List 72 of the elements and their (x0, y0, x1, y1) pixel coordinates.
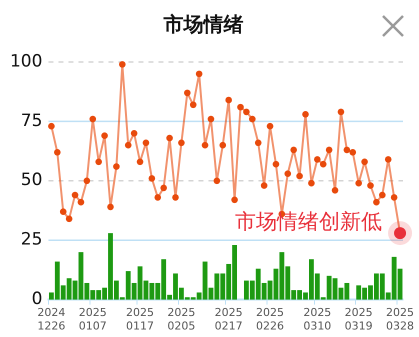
point (60, 208, 67, 215)
x-tick-label: 2025 0319 (344, 306, 373, 332)
point (326, 146, 332, 154)
point (101, 132, 108, 139)
point (136, 158, 144, 166)
point (338, 108, 344, 116)
x-tick-label: 2025 0310 (303, 306, 332, 332)
point (154, 194, 162, 201)
point (124, 142, 132, 148)
point (208, 116, 214, 122)
annotation: 市场情绪创新低 (235, 210, 382, 234)
point (231, 196, 238, 204)
point (119, 61, 126, 68)
point (172, 194, 179, 201)
point (202, 142, 208, 148)
point (113, 163, 120, 170)
point (254, 139, 262, 146)
point (54, 148, 61, 156)
point (130, 130, 138, 137)
x-tick-label: 2025 0217 (214, 306, 243, 332)
point (272, 160, 280, 168)
x-tick-label: 2025 0226 (256, 306, 284, 332)
point (302, 110, 309, 118)
point (308, 180, 315, 186)
x-tick-label: 2025 0107 (78, 306, 107, 332)
point (178, 139, 185, 146)
point (219, 142, 226, 148)
point (190, 101, 197, 108)
point (243, 108, 250, 116)
point (361, 158, 368, 166)
point (249, 116, 256, 122)
point (390, 194, 398, 201)
point (166, 134, 173, 142)
x-tick-label: 2025 0205 (167, 306, 196, 332)
point (332, 187, 338, 194)
y-tick-label: 25 (20, 230, 42, 250)
point (89, 116, 96, 122)
point (266, 122, 274, 130)
point (142, 139, 150, 146)
y-tick-label: 100 (10, 51, 42, 72)
point (48, 122, 55, 130)
point (148, 175, 156, 182)
point (196, 70, 202, 78)
point (237, 104, 244, 110)
point (160, 184, 167, 192)
x-tick-label: 2025 0328 (386, 306, 414, 332)
point (344, 146, 350, 154)
point (355, 180, 362, 186)
point (184, 90, 191, 96)
y-tick-label: 50 (20, 170, 42, 190)
point (72, 192, 78, 198)
point (225, 96, 232, 104)
point (314, 156, 321, 163)
y-tick-label: 75 (20, 110, 42, 131)
point (260, 182, 268, 189)
point (296, 172, 303, 180)
point (379, 192, 386, 198)
point (95, 158, 102, 166)
point (384, 156, 392, 163)
point (373, 198, 380, 206)
point (349, 148, 356, 156)
point (367, 182, 374, 189)
point (107, 204, 114, 210)
point (214, 178, 220, 184)
point (78, 198, 84, 206)
point (320, 160, 327, 168)
chart-title: 市场情绪 (162, 12, 244, 36)
point (66, 216, 72, 222)
point (284, 170, 292, 177)
x-tick-label: 2025 0117 (126, 306, 154, 332)
point (84, 178, 90, 184)
point (290, 146, 297, 154)
